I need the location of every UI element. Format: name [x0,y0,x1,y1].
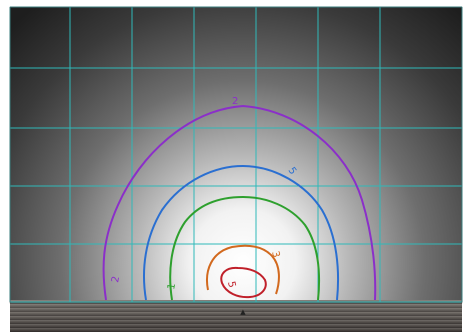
light-glow [10,7,462,303]
contour-line-inner [220,266,267,299]
contour-line-third [169,195,321,301]
contour-label-third: 1 [166,282,178,290]
contour-line-fourth [206,244,280,295]
contour-line-outer [102,104,377,301]
contour-label-outer-left: 2 [110,275,122,283]
contour-label-fourth: 3 [269,250,281,259]
plot-border [9,6,463,304]
contour-line-second [143,164,340,301]
contour-lines [102,104,377,301]
contour-label-outer: 2 [232,96,238,107]
contour-label-inner: 5 [225,280,237,289]
fixture-marker: ▲ [240,308,246,316]
floor-texture [10,300,462,332]
contour-labels: 2 2 5 1 3 5 [110,96,298,291]
contour-label-second: 5 [286,165,299,177]
